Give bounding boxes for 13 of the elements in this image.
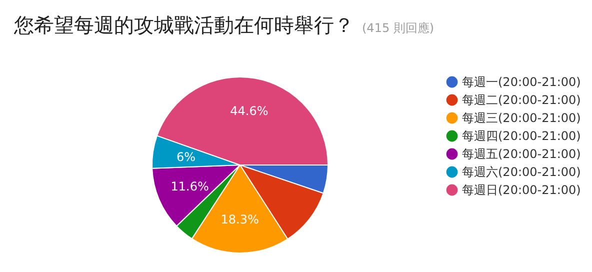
legend-label: 每週二(20:00-21:00) bbox=[462, 93, 581, 107]
data-label: 11.6% bbox=[170, 179, 209, 194]
data-label: 6% bbox=[176, 150, 196, 164]
legend-label: 每週三(20:00-21:00) bbox=[462, 111, 581, 125]
legend-label: 每週日(20:00-21:00) bbox=[462, 183, 581, 197]
data-label: 44.6% bbox=[230, 104, 268, 118]
chart-title: 您希望每週的攻城戰活動在何時舉行？ bbox=[13, 13, 354, 37]
legend-label: 每週五(20:00-21:00) bbox=[462, 147, 581, 161]
legend-label: 每週一(20:00-21:00) bbox=[462, 75, 581, 89]
legend-label: 每週四(20:00-21:00) bbox=[462, 129, 581, 143]
data-label: 18.3% bbox=[220, 212, 259, 227]
chart-subtitle: (415 則回應) bbox=[362, 21, 434, 35]
legend-label: 每週六(20:00-21:00) bbox=[462, 165, 581, 179]
